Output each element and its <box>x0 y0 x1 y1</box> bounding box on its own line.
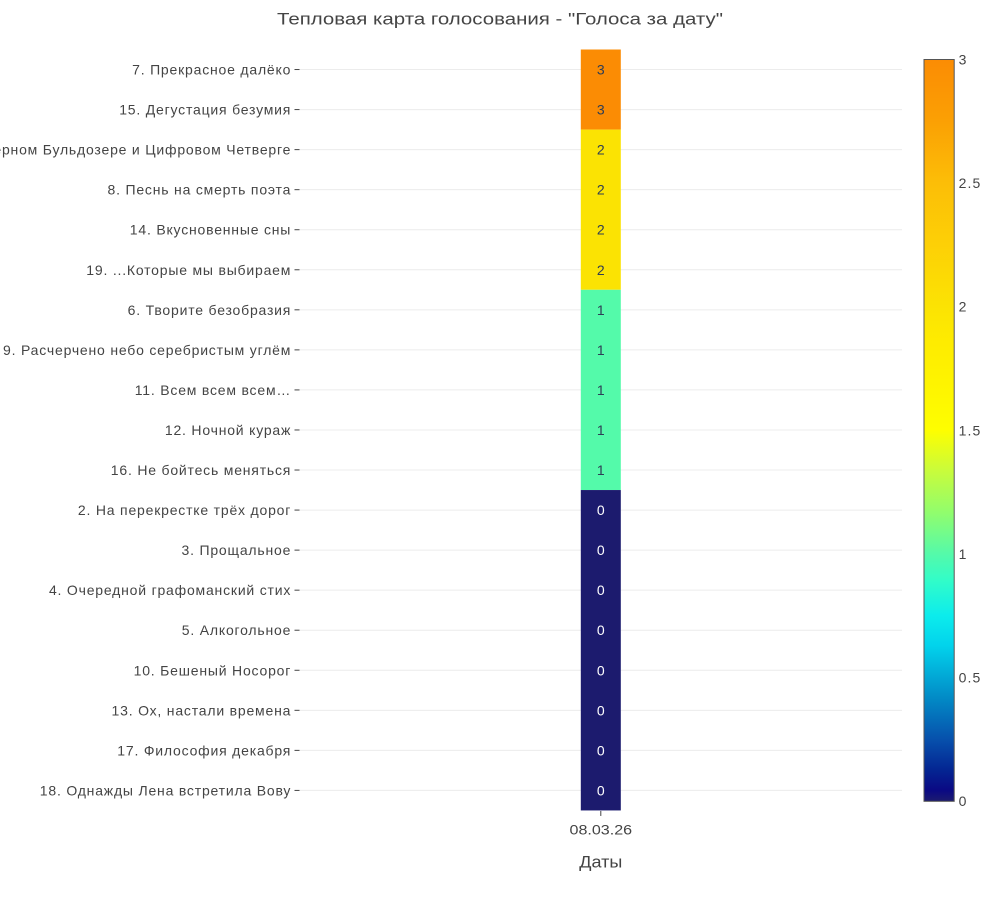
svg-text:11. Всем всем всем…: 11. Всем всем всем… <box>135 382 291 398</box>
svg-text:9. Расчерчено небо серебристым: 9. Расчерчено небо серебристым углём <box>3 342 291 358</box>
svg-text:1: 1 <box>959 546 968 562</box>
svg-text:0: 0 <box>597 782 605 798</box>
svg-text:0: 0 <box>597 622 605 638</box>
svg-text:10. Бешеный Носорог: 10. Бешеный Носорог <box>134 662 292 678</box>
svg-text:1: 1 <box>597 342 605 358</box>
svg-text:2: 2 <box>597 222 605 238</box>
svg-text:16. Не бойтесь меняться: 16. Не бойтесь меняться <box>111 462 291 478</box>
svg-text:0: 0 <box>597 542 605 558</box>
svg-text:1: 1 <box>597 462 605 478</box>
svg-text:2: 2 <box>597 262 605 278</box>
svg-text:Тепловая карта голосования - ": Тепловая карта голосования - "Голоса за … <box>277 9 723 28</box>
svg-text:2: 2 <box>959 299 968 315</box>
svg-text:3. Прощальное: 3. Прощальное <box>182 542 292 558</box>
svg-text:3: 3 <box>959 51 968 67</box>
svg-text:6. Творите безобразия: 6. Творите безобразия <box>128 302 292 318</box>
svg-text:2: 2 <box>597 142 605 158</box>
svg-text:17. Философия декабря: 17. Философия декабря <box>117 742 291 758</box>
svg-text:2. На перекрестке трёх дорог: 2. На перекрестке трёх дорог <box>78 502 291 518</box>
svg-text:1: 1 <box>597 302 605 318</box>
svg-text:2.5: 2.5 <box>959 175 982 191</box>
svg-text:5. Алкогольное: 5. Алкогольное <box>182 622 291 638</box>
svg-text:15. Дегустация безумия: 15. Дегустация безумия <box>119 102 291 118</box>
svg-text:13. Ох, настали времена: 13. Ох, настали времена <box>112 702 292 718</box>
svg-text:0.5: 0.5 <box>959 670 982 686</box>
svg-text:0: 0 <box>597 502 605 518</box>
svg-text:08.03.26: 08.03.26 <box>570 822 633 838</box>
svg-text:0: 0 <box>959 793 968 809</box>
svg-text:7. Прекрасное далёко: 7. Прекрасное далёко <box>132 62 291 78</box>
svg-text:0: 0 <box>597 702 605 718</box>
svg-text:4. Очередной графоманский стих: 4. Очередной графоманский стих <box>49 582 291 598</box>
svg-text:0: 0 <box>597 742 605 758</box>
svg-text:19. ...Которые мы выбираем: 19. ...Которые мы выбираем <box>86 262 291 278</box>
svg-text:1: 1 <box>597 422 605 438</box>
svg-text:8. Песнь на смерть поэта: 8. Песнь на смерть поэта <box>108 182 292 198</box>
svg-text:2: 2 <box>597 182 605 198</box>
svg-text:14. Вкусновенные сны: 14. Вкусновенные сны <box>130 222 291 238</box>
svg-text:12. Ночной кураж: 12. Ночной кураж <box>165 422 291 438</box>
svg-text:1.5: 1.5 <box>959 422 982 438</box>
svg-text:18. Однажды Лена встретила Вов: 18. Однажды Лена встретила Вову <box>40 782 291 798</box>
svg-text:1: 1 <box>597 382 605 398</box>
svg-text:Даты: Даты <box>579 853 622 872</box>
svg-text:0: 0 <box>597 662 605 678</box>
svg-text:1. О Чёрном Бульдозере и Цифро: 1. О Чёрном Бульдозере и Цифровом Четвер… <box>0 142 291 158</box>
svg-text:3: 3 <box>597 62 605 78</box>
svg-text:0: 0 <box>597 582 605 598</box>
svg-text:3: 3 <box>597 102 605 118</box>
